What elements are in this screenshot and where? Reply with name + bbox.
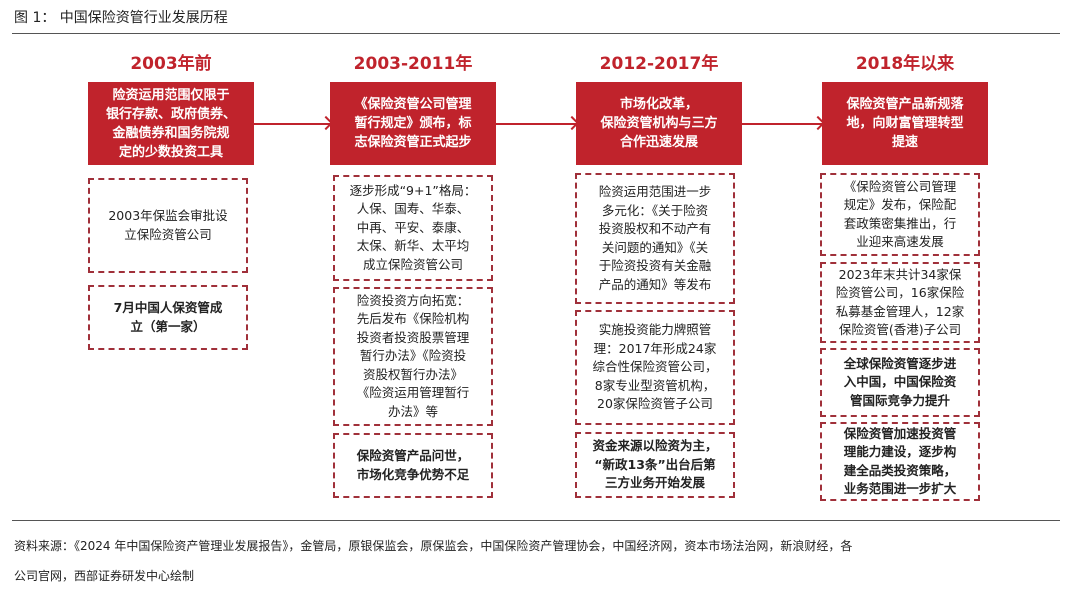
top-divider — [12, 33, 1060, 34]
note-box: 2023年末共计34家保 险资管公司，16家保险 私募基金管理人，12家 保险资… — [820, 262, 980, 343]
phase-label: 2003-2011年 — [353, 54, 473, 74]
phase-headline: 保险资管产品新规落 地，向财富管理转型 提速 — [822, 82, 988, 165]
source-note: 公司官网，西部证券研发中心绘制 — [14, 569, 195, 583]
bottom-divider — [12, 520, 1060, 521]
note-box: 全球保险资管逐步进 入中国，中国保险资 管国际竞争力提升 — [820, 348, 980, 417]
phase-headline: 《保险资管公司管理 暂行规定》颁布，标 志保险资管正式起步 — [330, 82, 496, 165]
note-box: 逐步形成“9+1”格局： 人保、国寿、华泰、 中再、平安、泰康、 太保、新华、太… — [333, 175, 493, 281]
phase-label: 2018年以来 — [855, 54, 955, 74]
note-box: 实施投资能力牌照管 理：2017年形成24家 综合性保险资管公司， 8家专业型资… — [575, 310, 735, 425]
note-box: 7月中国人保资管成 立（第一家） — [88, 285, 248, 350]
figure-title: 图 1： 中国保险资管行业发展历程 — [14, 10, 228, 26]
phase-headline: 险资运用范围仅限于 银行存款、政府债券、 金融债券和国务院规 定的少数投资工具 — [88, 82, 254, 165]
arrow-1 — [253, 123, 330, 125]
note-box: 资金来源以险资为主， “新政13条”出台后第 三方业务开始发展 — [575, 432, 735, 498]
note-box: 险资投资方向拓宽： 先后发布《保险机构 投资者投资股票管理 暂行办法》《险资投 … — [333, 287, 493, 426]
note-box: 保险资管产品问世， 市场化竞争优势不足 — [333, 433, 493, 498]
note-box: 保险资管加速投资管 理能力建设，逐步构 建全品类投资策略， 业务范围进一步扩大 — [820, 422, 980, 501]
phase-headline: 市场化改革， 保险资管机构与三方 合作迅速发展 — [576, 82, 742, 165]
note-box: 险资运用范围进一步 多元化：《关于险资 投资股权和不动产有 关问题的通知》《关 … — [575, 173, 735, 304]
note-box: 2003年保监会审批设 立保险资管公司 — [88, 178, 248, 273]
arrow-3 — [741, 123, 822, 125]
source-note: 资料来源：《2024 年中国保险资产管理业发展报告》，金管局，原银保监会，原保监… — [14, 539, 853, 553]
phase-label: 2012-2017年 — [599, 54, 719, 74]
arrow-2 — [495, 123, 576, 125]
note-box: 《保险资管公司管理 规定》发布，保险配 套政策密集推出，行 业迎来高速发展 — [820, 173, 980, 256]
phase-label: 2003年前 — [130, 54, 212, 74]
